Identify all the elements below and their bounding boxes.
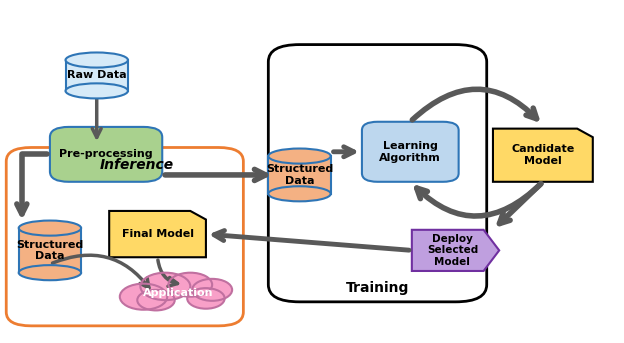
PathPatch shape [412,230,499,271]
Ellipse shape [66,83,128,98]
Circle shape [137,290,175,310]
PathPatch shape [109,211,206,257]
Text: Structured
Data: Structured Data [266,164,333,186]
FancyBboxPatch shape [66,60,128,91]
Text: Learning
Algorithm: Learning Algorithm [379,141,441,163]
Circle shape [187,288,225,309]
FancyBboxPatch shape [268,45,487,302]
Circle shape [120,284,167,310]
Text: Structured
Data: Structured Data [16,240,84,261]
Text: Deploy
Selected
Model: Deploy Selected Model [427,234,478,267]
Text: Pre-processing: Pre-processing [59,149,153,159]
Text: Training: Training [346,281,409,295]
Ellipse shape [268,149,331,164]
Circle shape [168,273,212,297]
Ellipse shape [268,186,331,201]
Circle shape [192,279,232,301]
Text: Raw Data: Raw Data [67,70,127,81]
Ellipse shape [19,221,81,236]
Text: Application: Application [143,288,213,298]
FancyBboxPatch shape [50,127,162,182]
FancyBboxPatch shape [19,228,81,273]
FancyBboxPatch shape [362,122,459,182]
Ellipse shape [66,52,128,68]
Circle shape [140,273,190,300]
Text: Candidate
Model: Candidate Model [511,144,575,166]
Text: Final Model: Final Model [122,229,193,239]
PathPatch shape [493,129,593,182]
Ellipse shape [19,265,81,280]
FancyBboxPatch shape [268,156,331,194]
Text: Inference: Inference [100,158,173,172]
FancyBboxPatch shape [6,147,243,326]
